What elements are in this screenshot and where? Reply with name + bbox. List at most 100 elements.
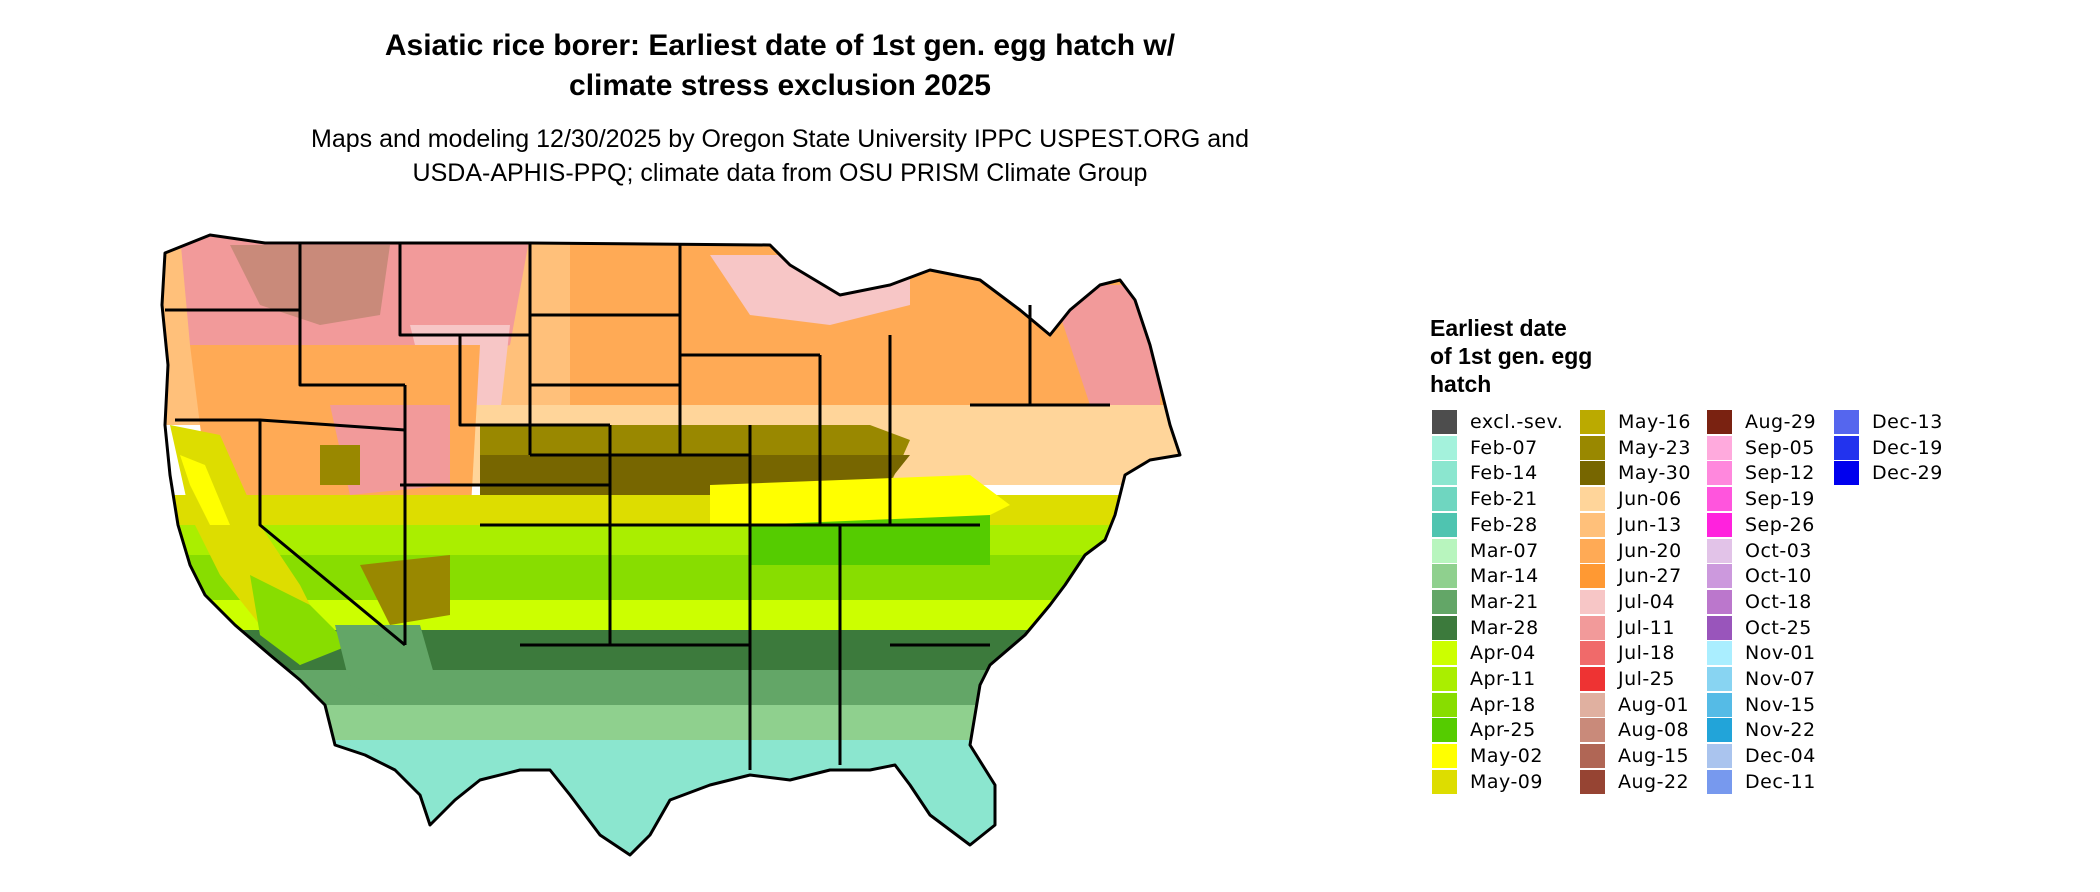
legend-swatch bbox=[1580, 744, 1605, 769]
legend-label: Jul-25 bbox=[1618, 668, 1675, 690]
region-feb14 bbox=[162, 740, 1180, 855]
legend-swatch bbox=[1580, 512, 1605, 537]
legend-swatch bbox=[1580, 615, 1605, 640]
legend-label: Aug-15 bbox=[1618, 745, 1690, 768]
legend-label: May-30 bbox=[1618, 462, 1691, 485]
region-mar21 bbox=[162, 670, 1180, 710]
legend-label: Sep-05 bbox=[1745, 436, 1815, 459]
legend-label: Oct-03 bbox=[1745, 539, 1812, 562]
region-may02-california bbox=[180, 455, 230, 525]
legend-label: Oct-18 bbox=[1745, 590, 1812, 613]
legend-label: Sep-12 bbox=[1745, 462, 1815, 485]
legend-title-line-3: hatch bbox=[1430, 371, 1492, 397]
state-borders bbox=[160, 233, 1182, 857]
us-outline bbox=[160, 233, 1182, 857]
legend-label: Oct-25 bbox=[1745, 616, 1812, 639]
legend-label: excl.-sev. bbox=[1470, 411, 1564, 433]
legend-swatch bbox=[1432, 769, 1457, 794]
legend-label: Mar-14 bbox=[1470, 565, 1539, 588]
region-apr18-socal bbox=[250, 575, 350, 665]
legend-swatch bbox=[1580, 667, 1605, 691]
legend-swatch bbox=[1834, 435, 1859, 460]
legend-label: May-09 bbox=[1470, 770, 1543, 793]
border-wy-co bbox=[458, 335, 610, 427]
legend-swatch bbox=[1707, 589, 1732, 614]
legend-label: Dec-11 bbox=[1745, 770, 1816, 793]
legend-title: Earliest date of 1st gen. egg hatch bbox=[1430, 314, 1690, 398]
legend-swatch bbox=[1707, 718, 1732, 743]
region-aug08 bbox=[230, 245, 390, 325]
legend-label: Oct-10 bbox=[1745, 565, 1812, 588]
legend-swatch bbox=[1834, 461, 1859, 486]
map-title-line-2: climate stress exclusion 2025 bbox=[569, 69, 991, 102]
legend-title-line-1: Earliest date bbox=[1430, 315, 1567, 341]
legend-swatch bbox=[1707, 538, 1732, 563]
legend-label: Dec-04 bbox=[1745, 745, 1816, 768]
border-mt-wy bbox=[398, 243, 530, 337]
legend-swatch bbox=[1707, 744, 1732, 769]
legend-swatch bbox=[1432, 589, 1457, 614]
legend-swatch bbox=[1580, 589, 1605, 614]
map-title-line-1: Asiatic rice borer: Earliest date of 1st… bbox=[384, 29, 1176, 62]
legend-label: Aug-29 bbox=[1745, 411, 1817, 433]
legend-label: Sep-19 bbox=[1745, 488, 1815, 511]
legend-label: Apr-11 bbox=[1470, 668, 1536, 690]
legend-swatch bbox=[1432, 641, 1457, 666]
legend-swatch bbox=[1432, 512, 1457, 537]
border-id bbox=[298, 243, 405, 387]
legend-swatch bbox=[1432, 744, 1457, 769]
legend-swatch bbox=[1707, 769, 1732, 794]
legend-swatch bbox=[1432, 615, 1457, 640]
legend-swatch bbox=[1707, 487, 1732, 512]
legend-label: Aug-08 bbox=[1618, 719, 1690, 742]
legend-swatch bbox=[1432, 461, 1457, 486]
legend-swatch bbox=[1580, 692, 1605, 717]
legend-label: Feb-07 bbox=[1470, 436, 1538, 459]
legend-swatch bbox=[1580, 564, 1605, 589]
legend-label: Nov-22 bbox=[1745, 719, 1816, 742]
legend-swatch bbox=[1707, 512, 1732, 537]
legend-swatch bbox=[1707, 461, 1732, 486]
legend-swatch bbox=[1580, 538, 1605, 563]
legend-label: Nov-01 bbox=[1745, 642, 1816, 665]
legend-label: Jun-13 bbox=[1618, 513, 1682, 536]
legend-swatch bbox=[1432, 487, 1457, 512]
us-choropleth-map bbox=[150, 225, 1380, 890]
map-title: Asiatic rice borer: Earliest date of 1st… bbox=[280, 26, 1280, 106]
legend-swatch bbox=[1432, 564, 1457, 589]
border-ca-nv bbox=[258, 420, 406, 647]
region-may23-interior bbox=[320, 445, 360, 485]
legend-label: Feb-14 bbox=[1470, 462, 1538, 485]
legend-label: Jun-06 bbox=[1618, 488, 1682, 511]
region-may02 bbox=[710, 475, 1010, 525]
legend-swatch bbox=[1580, 769, 1605, 794]
legend-label: Apr-04 bbox=[1470, 642, 1536, 665]
legend-label: Nov-07 bbox=[1745, 668, 1816, 690]
legend-label: Apr-18 bbox=[1470, 693, 1536, 716]
legend-swatch bbox=[1580, 718, 1605, 743]
legend-swatch bbox=[1432, 667, 1457, 691]
legend-label: Jul-04 bbox=[1618, 590, 1675, 613]
legend-swatch bbox=[1707, 410, 1732, 434]
legend-label: Aug-01 bbox=[1618, 693, 1690, 716]
legend-label: Mar-21 bbox=[1470, 590, 1539, 613]
legend-swatch bbox=[1707, 692, 1732, 717]
legend-label: Dec-29 bbox=[1872, 462, 1943, 485]
legend-label: Dec-13 bbox=[1872, 411, 1943, 433]
legend-swatch bbox=[1432, 435, 1457, 460]
legend-label: Dec-19 bbox=[1872, 436, 1943, 459]
legend-label: Aug-22 bbox=[1618, 770, 1690, 793]
map-subtitle-line-2: USDA-APHIS-PPQ; climate data from OSU PR… bbox=[412, 159, 1148, 187]
region-jul11-maine bbox=[1050, 285, 1160, 425]
legend-label: May-02 bbox=[1470, 745, 1543, 768]
legend-swatch bbox=[1580, 487, 1605, 512]
legend-label: Jul-11 bbox=[1618, 616, 1675, 639]
legend-swatch bbox=[1707, 435, 1732, 460]
legend-title-line-2: of 1st gen. egg bbox=[1430, 343, 1593, 369]
legend-swatch bbox=[1432, 410, 1457, 434]
legend-swatch bbox=[1580, 435, 1605, 460]
legend-swatch bbox=[1707, 667, 1732, 691]
legend-swatch bbox=[1432, 692, 1457, 717]
region-apr18 bbox=[162, 555, 1180, 605]
legend-swatch bbox=[1580, 410, 1605, 434]
